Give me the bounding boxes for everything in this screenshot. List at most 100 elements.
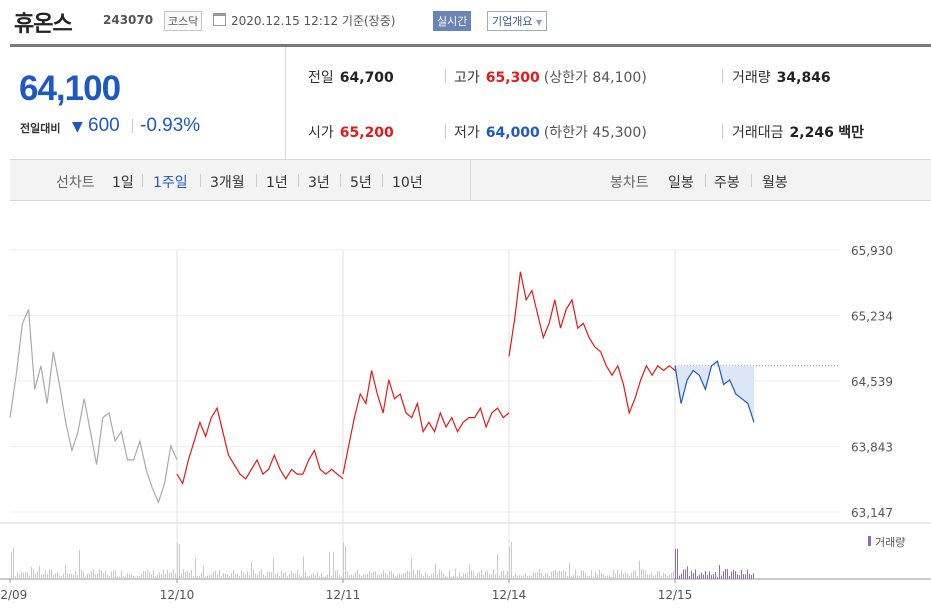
volume-bar bbox=[195, 558, 196, 579]
volume-bar bbox=[247, 571, 248, 579]
volume-bar bbox=[509, 546, 510, 579]
volume-bar bbox=[543, 575, 544, 579]
volume-bar bbox=[207, 575, 208, 579]
volume-bar bbox=[497, 553, 498, 579]
volume-bar bbox=[451, 576, 452, 579]
volume-bar bbox=[723, 571, 724, 579]
volume-bar bbox=[117, 576, 118, 579]
volume-bar bbox=[185, 571, 186, 579]
volume-bar bbox=[61, 576, 62, 579]
volume-bar bbox=[449, 570, 450, 579]
volume-bar bbox=[89, 573, 90, 579]
volume-bar bbox=[493, 569, 494, 579]
volume-bar bbox=[345, 545, 346, 579]
tab-daily-candle[interactable]: 일봉 bbox=[668, 175, 694, 191]
volume-bar bbox=[299, 575, 300, 579]
volume-bar bbox=[251, 561, 252, 579]
volume-bar bbox=[525, 573, 526, 579]
price-line-12-11 bbox=[342, 370, 510, 475]
y-tick-label: 65,930 bbox=[851, 244, 893, 258]
tab-10y[interactable]: 10년 bbox=[392, 175, 423, 191]
volume-bar bbox=[157, 574, 158, 579]
lower-limit: (하한가 45,300) bbox=[543, 125, 647, 141]
volume-bar bbox=[423, 575, 424, 579]
volume-bar bbox=[359, 574, 360, 579]
volume-bar bbox=[103, 573, 104, 579]
tab-3m[interactable]: 3개월 bbox=[210, 175, 245, 191]
volume-bar bbox=[611, 576, 612, 579]
volume-bar bbox=[357, 569, 358, 579]
volume-bar bbox=[573, 574, 574, 579]
volume-bar bbox=[623, 573, 624, 579]
tab-1w[interactable]: 1주일 bbox=[153, 175, 188, 191]
volume-bar bbox=[137, 576, 138, 579]
tab-5y[interactable]: 5년 bbox=[350, 175, 372, 191]
price-chart[interactable]: 65,930 65,234 64,539 63,843 63,147 12/09 12/10… bbox=[0, 201, 931, 612]
volume-bar bbox=[473, 571, 474, 579]
volume-bar bbox=[155, 576, 156, 579]
volume-bar bbox=[693, 573, 694, 579]
volume-bar bbox=[183, 569, 184, 579]
volume-bar bbox=[479, 572, 480, 579]
volume-bar bbox=[621, 570, 622, 579]
volume-bar bbox=[159, 572, 160, 579]
volume-bar bbox=[697, 576, 698, 579]
volume-bar bbox=[203, 565, 204, 579]
volume-bar bbox=[221, 576, 222, 579]
volume-bar bbox=[725, 569, 726, 579]
realtime-button[interactable]: 실시간 bbox=[433, 11, 472, 31]
volume-bar bbox=[657, 571, 658, 579]
down-arrow-icon: ▼ bbox=[72, 119, 83, 135]
volume-bar bbox=[45, 570, 46, 579]
high-value: 65,300 bbox=[485, 70, 540, 86]
volume-bar bbox=[43, 574, 44, 579]
volume-legend-swatch bbox=[868, 536, 871, 546]
tab-1d[interactable]: 1일 bbox=[112, 175, 134, 191]
volume-bar bbox=[533, 572, 534, 579]
volume-bar bbox=[67, 573, 68, 579]
volume-bar bbox=[353, 574, 354, 579]
volume-bar bbox=[129, 574, 130, 579]
tab-3y[interactable]: 3년 bbox=[308, 175, 330, 191]
volume-bar bbox=[31, 566, 32, 579]
volume-bar bbox=[523, 575, 524, 579]
volume-bar bbox=[645, 570, 646, 579]
tab-weekly-candle[interactable]: 주봉 bbox=[714, 175, 740, 191]
volume-bar bbox=[265, 575, 266, 579]
volume-bar bbox=[671, 572, 672, 579]
volume-bar bbox=[615, 573, 616, 579]
volume-bar bbox=[421, 573, 422, 579]
volume-bar bbox=[115, 570, 116, 579]
company-overview-dropdown[interactable]: 기업개요 ▼ bbox=[487, 11, 548, 31]
market-badge: 코스닥 bbox=[164, 11, 203, 31]
volume-bar bbox=[15, 576, 16, 579]
volume-bar bbox=[491, 574, 492, 579]
volume-bar bbox=[141, 573, 142, 579]
volume-bar bbox=[253, 569, 254, 579]
volume-bar bbox=[731, 571, 732, 579]
volume-bar bbox=[143, 570, 144, 579]
volume-bar bbox=[169, 573, 170, 579]
volume-bar bbox=[411, 558, 412, 579]
tab-1y[interactable]: 1년 bbox=[266, 175, 288, 191]
volume-bar bbox=[699, 574, 700, 579]
volume-bar bbox=[25, 571, 26, 579]
volume-bar bbox=[631, 572, 632, 579]
volume-bar bbox=[317, 571, 318, 579]
volume-bar bbox=[369, 570, 370, 579]
volume-bar bbox=[639, 560, 640, 579]
volume-bar bbox=[149, 571, 150, 579]
volume-bar bbox=[677, 548, 678, 579]
tab-monthly-candle[interactable]: 월봉 bbox=[762, 175, 788, 191]
volume-bar bbox=[507, 570, 508, 579]
volume-bar bbox=[53, 575, 54, 579]
volume-bar bbox=[13, 547, 14, 579]
volume-bar bbox=[161, 573, 162, 579]
volume-bar bbox=[591, 570, 592, 579]
volume-bar bbox=[57, 571, 58, 579]
volume-bar bbox=[681, 573, 682, 579]
volume-bar bbox=[301, 576, 302, 579]
volume-bar bbox=[613, 569, 614, 579]
volume-bar bbox=[239, 575, 240, 579]
volume-bar bbox=[619, 574, 620, 579]
